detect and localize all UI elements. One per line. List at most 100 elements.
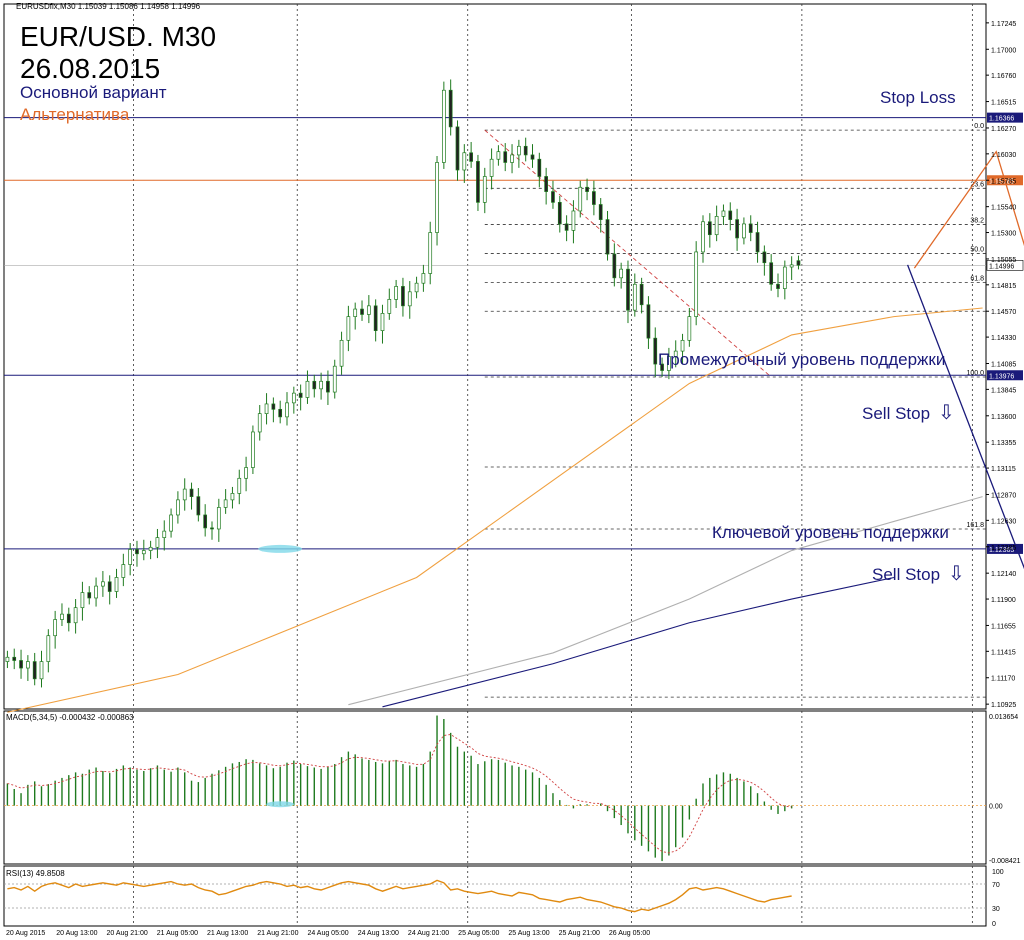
candle-body — [66, 613, 71, 624]
candle-body — [701, 221, 705, 253]
price-axis-label: 1.14085 — [991, 362, 1016, 369]
rsi-line — [7, 879, 792, 913]
candle-body — [46, 635, 51, 662]
price-axis-label: 1.16270 — [991, 126, 1016, 133]
candle-body — [462, 152, 467, 171]
key-support-label: Ключевой уровень поддержки — [712, 523, 949, 542]
candle-body — [5, 656, 10, 662]
candle-body — [428, 232, 433, 274]
candle-body — [673, 350, 678, 357]
time-axis-label: 21 Aug 21:00 — [257, 930, 298, 937]
candle-body — [332, 365, 337, 393]
candle-body — [87, 592, 92, 599]
candle-body — [271, 403, 276, 410]
candle-body — [714, 216, 719, 236]
price-axis-label: 1.16030 — [991, 152, 1016, 159]
candle-body — [728, 210, 733, 220]
macd-axis-label: 0.013654 — [989, 714, 1018, 721]
projection-alternative-path — [913, 150, 1024, 269]
macd-panel-frame — [3, 710, 987, 865]
candle-body — [107, 581, 112, 592]
candle-body — [210, 527, 214, 530]
intermediate-support-label: Промежуточный уровень поддержки — [658, 350, 946, 369]
candle-body — [544, 176, 548, 192]
candle-body — [141, 550, 146, 555]
candle-body — [442, 89, 446, 163]
candle-body — [360, 308, 364, 315]
price-axis-label: 1.14570 — [991, 309, 1016, 316]
candle-body — [114, 577, 119, 592]
price-level-tag — [987, 370, 1023, 381]
candle-body — [162, 530, 167, 538]
sell-stop-text: Sell Stop — [872, 565, 941, 584]
candle-body — [421, 273, 426, 284]
price-axis-label: 1.11655 — [991, 623, 1016, 630]
rsi-axis-label: 100 — [992, 869, 1004, 876]
candle-body — [653, 337, 658, 365]
moving-average-navy — [382, 576, 895, 708]
candle-body — [401, 286, 405, 307]
candle-body — [530, 154, 535, 160]
time-axis-label: 25 Aug 13:00 — [508, 930, 549, 937]
candle-body — [762, 251, 767, 264]
candle-body — [646, 304, 651, 339]
candle-body — [285, 402, 289, 418]
chart-date: 26.08.2015 — [20, 53, 161, 84]
candle-body — [189, 488, 194, 497]
candle-body — [380, 313, 385, 331]
candle-body — [769, 262, 774, 285]
candle-body — [298, 392, 303, 398]
price-axis-label: 1.12140 — [991, 571, 1016, 578]
candle-body — [257, 413, 262, 433]
time-axis-label: 21 Aug 13:00 — [207, 930, 248, 937]
price-axis-label: 1.12630 — [991, 518, 1016, 525]
candle-body — [216, 507, 221, 530]
sell-stop-text: Sell Stop — [862, 404, 931, 423]
price-axis-label: 1.12870 — [991, 492, 1016, 499]
sell-stop-label-1: Sell Stop ⇩ — [862, 400, 955, 425]
price-level-tag — [987, 112, 1023, 123]
candle-body — [230, 493, 235, 501]
candle-body — [73, 607, 78, 624]
candle-body — [135, 549, 139, 555]
rsi-axis-label: 70 — [992, 882, 1000, 889]
candle-body — [735, 219, 739, 239]
candle-body — [517, 145, 521, 156]
candle-body — [32, 661, 37, 680]
candle-body — [346, 316, 351, 341]
candle-body — [639, 283, 644, 306]
candle-body — [12, 656, 17, 661]
candle-body — [742, 223, 746, 239]
chart-title: EUR/USD. M30 — [20, 21, 217, 52]
candle-body — [578, 186, 583, 212]
candle-body — [414, 282, 419, 293]
candle-body — [469, 152, 473, 162]
macd-axis-label: 0.00 — [989, 804, 1003, 811]
price-axis-label: 1.10925 — [991, 702, 1016, 709]
time-axis-label: 20 Aug 21:00 — [106, 930, 147, 937]
moving-average-grey — [348, 496, 983, 706]
candle-body — [482, 176, 487, 203]
candle-body — [196, 496, 201, 516]
price-axis-label: 1.16760 — [991, 73, 1016, 80]
candle-body — [694, 251, 699, 317]
price-level-tag — [986, 260, 1024, 271]
candle-body — [407, 291, 412, 307]
candle-body — [632, 283, 637, 311]
candle-body — [394, 286, 398, 300]
moving-average-orange — [7, 307, 983, 713]
fib-level-label: 38.2 — [970, 217, 984, 224]
candle-body — [776, 283, 780, 289]
price-axis-label: 1.12385 — [991, 545, 1016, 552]
candle-body — [660, 363, 664, 371]
price-axis-label: 1.15540 — [991, 205, 1016, 212]
candle-body — [571, 210, 576, 231]
candle-body — [626, 268, 630, 311]
candle-body — [353, 308, 358, 317]
price-axis-label: 1.16515 — [991, 100, 1016, 107]
candle-body — [796, 260, 801, 266]
price-axis-label: 1.13115 — [991, 466, 1016, 473]
candle-body — [435, 162, 439, 233]
candle-body — [19, 660, 23, 669]
price-axis-label: 1.15055 — [991, 257, 1016, 264]
